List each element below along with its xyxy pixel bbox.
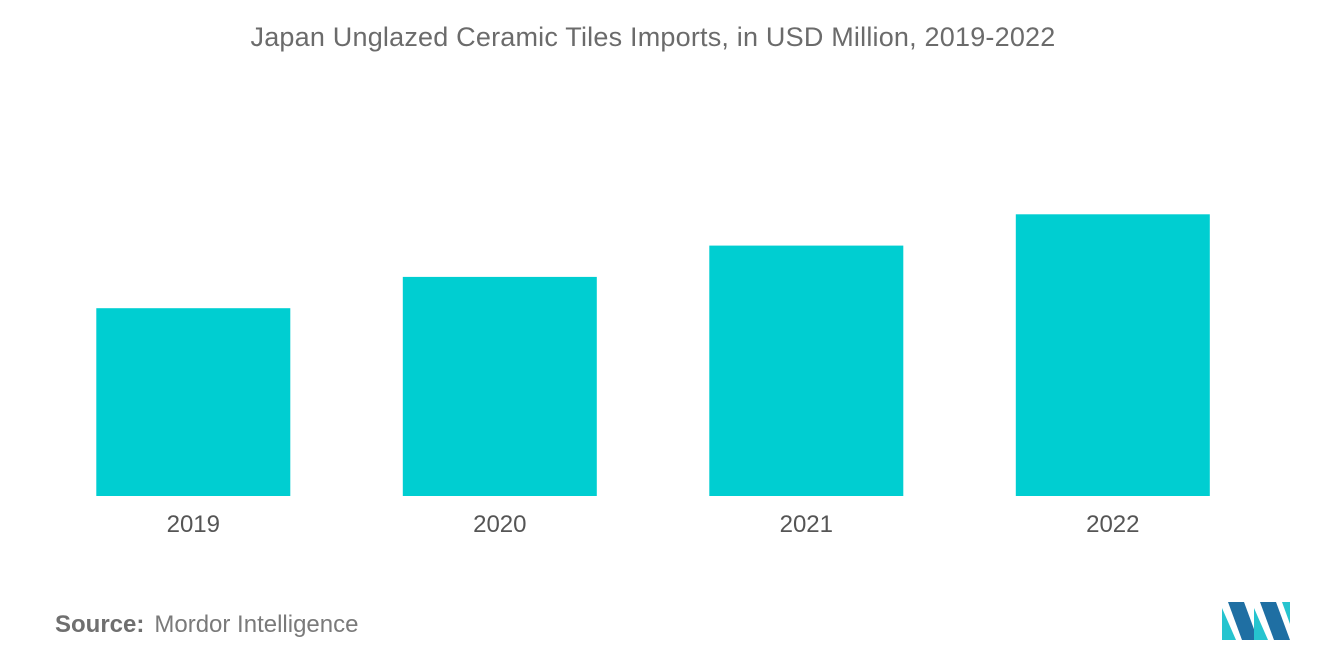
x-tick-label-2020: 2020 <box>473 511 526 538</box>
chart-title: Japan Unglazed Ceramic Tiles Imports, in… <box>250 22 1056 52</box>
bars-group <box>96 214 1210 497</box>
x-tick-label-2021: 2021 <box>780 511 833 538</box>
bar-2020 <box>402 276 597 496</box>
x-axis-tick-labels: 2019 2020 2021 2022 <box>167 511 1140 538</box>
x-tick-label-2022: 2022 <box>1086 511 1139 538</box>
x-tick-label-2019: 2019 <box>167 511 220 538</box>
source-label: Source: <box>55 611 145 638</box>
source-text: Mordor Intelligence <box>154 611 359 638</box>
source-note: Source: Mordor Intelligence <box>55 611 358 639</box>
bar-2022 <box>1015 214 1210 497</box>
bar-2019 <box>96 308 291 496</box>
bar-2021 <box>709 245 904 496</box>
mordor-intelligence-logo-icon <box>1222 602 1290 640</box>
